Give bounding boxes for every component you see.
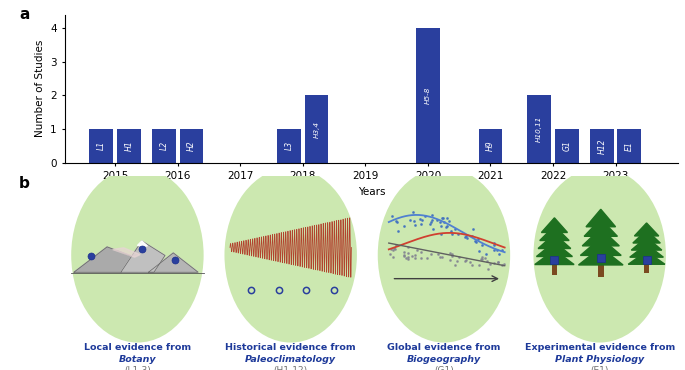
Polygon shape — [580, 238, 621, 255]
Text: H5-8: H5-8 — [425, 87, 431, 104]
Polygon shape — [149, 253, 198, 272]
Text: Experimental evidence from: Experimental evidence from — [525, 343, 675, 352]
Ellipse shape — [225, 168, 357, 343]
Polygon shape — [535, 250, 574, 265]
Bar — [645, 262, 649, 273]
Text: (H1-12): (H1-12) — [273, 366, 308, 370]
Bar — [617, 129, 641, 163]
Text: a: a — [19, 7, 29, 23]
Polygon shape — [112, 248, 140, 257]
Text: (G1): (G1) — [434, 366, 454, 370]
Polygon shape — [632, 237, 662, 250]
Polygon shape — [74, 247, 143, 272]
Text: (L1-3): (L1-3) — [124, 366, 151, 370]
Text: b: b — [19, 176, 30, 191]
Bar — [305, 95, 328, 163]
Text: H9: H9 — [486, 141, 495, 151]
Bar — [416, 28, 440, 163]
Polygon shape — [630, 244, 663, 257]
Text: L1: L1 — [97, 141, 106, 151]
X-axis label: Years: Years — [358, 186, 386, 196]
Polygon shape — [579, 248, 623, 265]
Polygon shape — [121, 241, 165, 272]
Bar — [90, 129, 113, 163]
Bar — [590, 129, 614, 163]
Bar — [179, 129, 203, 163]
Polygon shape — [582, 228, 619, 246]
Bar — [527, 95, 551, 163]
Ellipse shape — [71, 168, 203, 343]
Text: L3: L3 — [284, 141, 294, 151]
Ellipse shape — [377, 168, 510, 343]
Text: Local evidence from: Local evidence from — [84, 343, 191, 352]
Text: H1: H1 — [125, 141, 134, 151]
Text: G1: G1 — [562, 141, 571, 151]
Text: E1: E1 — [625, 141, 634, 151]
Text: H12: H12 — [597, 138, 606, 154]
Polygon shape — [584, 219, 617, 236]
Text: Paleoclimatology: Paleoclimatology — [245, 355, 336, 364]
Text: Plant Physiology: Plant Physiology — [555, 355, 645, 364]
Text: Botany: Botany — [119, 355, 156, 364]
Bar — [555, 129, 579, 163]
Ellipse shape — [534, 168, 666, 343]
Y-axis label: Number of Studies: Number of Studies — [34, 40, 45, 137]
Polygon shape — [634, 223, 659, 236]
Polygon shape — [138, 241, 147, 246]
Text: Historical evidence from: Historical evidence from — [225, 343, 356, 352]
Bar — [479, 129, 502, 163]
Polygon shape — [540, 226, 569, 240]
Polygon shape — [538, 234, 571, 249]
Text: (E1): (E1) — [590, 366, 609, 370]
Text: L2: L2 — [160, 141, 169, 151]
Bar — [152, 129, 176, 163]
Polygon shape — [536, 242, 573, 256]
Text: Global evidence from: Global evidence from — [387, 343, 501, 352]
Polygon shape — [541, 218, 567, 232]
Polygon shape — [586, 209, 616, 227]
Bar — [117, 129, 141, 163]
Text: H3,4: H3,4 — [314, 121, 320, 138]
Text: H10,11: H10,11 — [536, 116, 543, 142]
Text: H2: H2 — [187, 141, 196, 151]
Bar — [598, 262, 603, 277]
Polygon shape — [633, 230, 660, 243]
Bar — [277, 129, 301, 163]
Bar — [552, 262, 557, 275]
Polygon shape — [628, 251, 665, 264]
Text: Biogeography: Biogeography — [407, 355, 481, 364]
